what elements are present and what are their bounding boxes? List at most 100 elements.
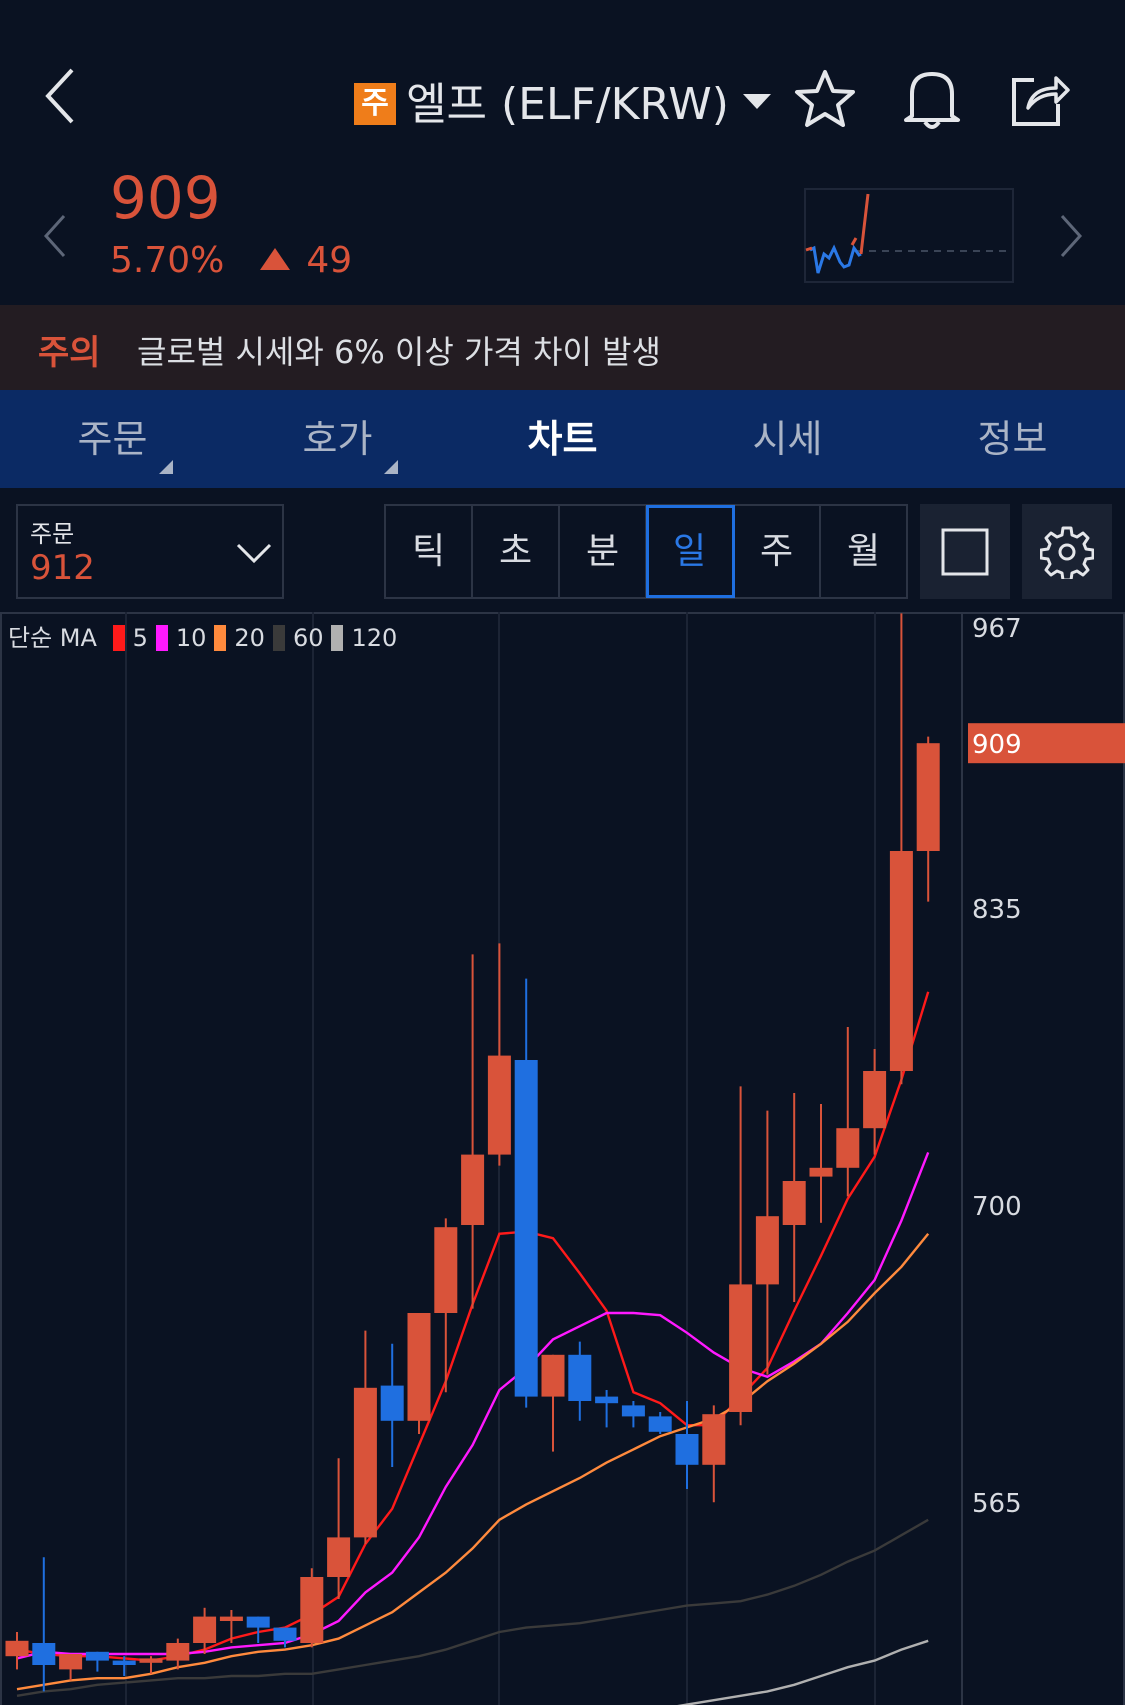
ma-120-line xyxy=(677,1639,929,1705)
tab-market-price[interactable]: 시세 xyxy=(675,390,900,488)
candle xyxy=(380,1343,404,1467)
legend-swatch xyxy=(155,625,168,651)
order-label: 주문 xyxy=(30,520,75,548)
candle xyxy=(246,1616,270,1643)
candle-body xyxy=(809,1167,833,1177)
order-type-select[interactable]: 주문 912 xyxy=(16,504,284,599)
ma-60-line xyxy=(16,1518,929,1697)
legend-label: 20 xyxy=(234,624,265,652)
legend-swatch xyxy=(272,625,285,651)
bell-icon[interactable] xyxy=(902,66,962,132)
candle xyxy=(863,1049,887,1155)
candle-body xyxy=(729,1284,753,1412)
candle-body xyxy=(32,1643,56,1665)
period-week[interactable]: 주 xyxy=(734,506,821,597)
ma-legend: 단순 MA 5 10 20 60 120 xyxy=(8,618,397,653)
mini-sparkline[interactable] xyxy=(804,188,1014,283)
candle xyxy=(595,1390,619,1428)
candle xyxy=(809,1104,833,1223)
candle-body xyxy=(461,1154,485,1225)
candle-body xyxy=(193,1616,217,1643)
order-value: 912 xyxy=(30,548,95,588)
candle xyxy=(782,1093,806,1302)
candle xyxy=(353,1330,377,1544)
candle xyxy=(112,1656,136,1676)
candle-body xyxy=(889,851,913,1071)
candle-body xyxy=(112,1660,136,1665)
tab-chart[interactable]: 차트 xyxy=(450,390,675,488)
period-selector: 틱 초 분 일 주 월 xyxy=(384,504,908,599)
warning-label: 주의 xyxy=(38,333,101,373)
candle xyxy=(193,1607,217,1654)
legend-label: 10 xyxy=(175,624,207,652)
square-icon xyxy=(941,528,989,575)
tab-label: 주문 xyxy=(77,417,148,461)
corner-triangle-icon xyxy=(384,460,398,474)
candle-body xyxy=(541,1354,565,1397)
legend-label: 120 xyxy=(351,624,398,652)
candle-body xyxy=(568,1354,592,1401)
candle xyxy=(621,1401,645,1428)
candle xyxy=(59,1654,83,1681)
candle-body xyxy=(380,1385,404,1421)
candle xyxy=(729,1086,753,1426)
prev-market-icon[interactable] xyxy=(42,214,68,258)
period-month[interactable]: 월 xyxy=(846,531,881,572)
candle xyxy=(675,1401,699,1489)
y-tick-label: 967 xyxy=(972,614,1022,644)
candle-body xyxy=(595,1396,619,1404)
next-market-icon[interactable] xyxy=(1058,214,1084,258)
candle-body xyxy=(219,1616,243,1621)
market-badge: 주 xyxy=(354,83,397,125)
candle-body xyxy=(863,1071,887,1129)
candle xyxy=(327,1458,351,1599)
y-tick-label: 565 xyxy=(972,1489,1022,1519)
candle xyxy=(916,736,940,902)
change-percent: 5.70% xyxy=(110,240,225,281)
legend-swatch xyxy=(331,625,344,651)
warning-text: 글로벌 시세와 6% 이상 가격 차이 발생 xyxy=(137,333,661,371)
current-price-marker xyxy=(968,723,1125,764)
candle-body xyxy=(675,1434,699,1465)
settings-button[interactable] xyxy=(1022,504,1112,599)
share-icon[interactable] xyxy=(1010,68,1072,128)
candlestick-chart[interactable]: 967 835 700 565 909 xyxy=(0,612,1125,1705)
tab-order[interactable]: 주문 xyxy=(0,390,225,488)
candle xyxy=(407,1313,431,1434)
legend-prefix: 단순 MA xyxy=(8,624,97,652)
candle-body xyxy=(327,1537,351,1577)
market-selector[interactable]: 주 엘프 (ELF/KRW) xyxy=(0,68,1125,132)
period-second[interactable]: 초 xyxy=(473,506,560,597)
candle xyxy=(702,1405,726,1503)
warning-banner: 주의 글로벌 시세와 6% 이상 가격 차이 발생 xyxy=(0,305,1125,390)
candle-body xyxy=(246,1616,270,1628)
fullscreen-button[interactable] xyxy=(920,504,1010,599)
back-icon[interactable] xyxy=(40,66,80,126)
candle xyxy=(541,1354,565,1452)
candle xyxy=(139,1656,163,1674)
corner-triangle-icon xyxy=(159,460,173,474)
period-day[interactable]: 일 xyxy=(646,505,735,598)
candle xyxy=(836,1027,860,1197)
candle-body xyxy=(166,1643,190,1661)
legend-label: 5 xyxy=(132,624,148,652)
star-icon[interactable] xyxy=(793,68,857,130)
ma-20-line xyxy=(16,1233,930,1691)
up-triangle-icon xyxy=(260,248,291,270)
candle-body xyxy=(59,1654,83,1670)
period-minute[interactable]: 분 xyxy=(560,506,647,597)
chevron-down-icon xyxy=(236,543,272,564)
candle xyxy=(487,943,511,1166)
candle xyxy=(273,1627,297,1648)
candle xyxy=(889,613,913,1085)
candle-body xyxy=(300,1577,324,1643)
page-title: 엘프 (ELF/KRW) xyxy=(406,79,729,130)
tab-info[interactable]: 정보 xyxy=(900,390,1125,488)
tab-label: 차트 xyxy=(527,417,598,461)
period-tick[interactable]: 틱 xyxy=(386,506,473,597)
tab-orderbook[interactable]: 호가 xyxy=(225,390,450,488)
legend-label: 60 xyxy=(292,624,324,652)
candle-body xyxy=(407,1313,431,1421)
chart-frame xyxy=(0,612,1125,1705)
gear-icon xyxy=(1040,526,1094,579)
